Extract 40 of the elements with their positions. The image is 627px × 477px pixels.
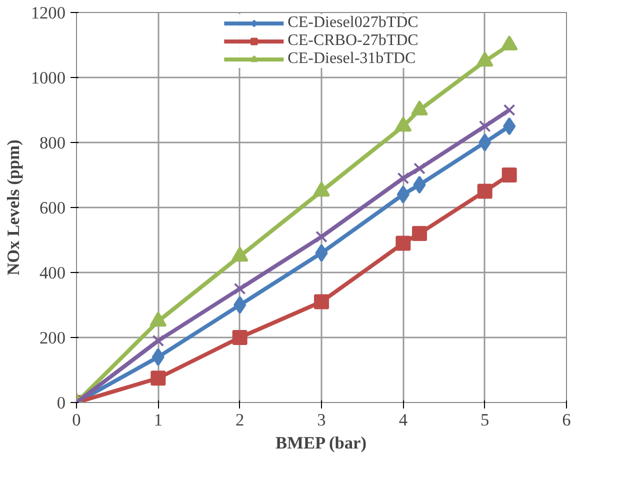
x-tick-label: 2 — [236, 410, 244, 430]
x-axis-title: BMEP (bar) — [276, 434, 367, 452]
point — [478, 120, 491, 132]
legend-label: CE-Diesel-31bTDC — [288, 50, 416, 68]
x-tick-label: 0 — [72, 410, 81, 430]
point — [477, 184, 492, 199]
point — [413, 176, 426, 194]
x-tick-label: 6 — [562, 410, 572, 430]
point — [152, 334, 164, 347]
y-tick-label: 600 — [40, 198, 66, 218]
y-axis-title: NOx Levels (ppm) — [4, 139, 23, 276]
y-tick-label: 200 — [40, 328, 66, 348]
legend-label: CE-CRBO-27bTDC — [288, 32, 418, 50]
legend-label: CE-Diesel027bTDC — [288, 14, 418, 32]
point — [502, 168, 517, 182]
point — [232, 330, 248, 345]
point — [315, 244, 328, 262]
point — [234, 282, 246, 295]
x-tick-label: 1 — [154, 410, 163, 430]
x-tick-label: 3 — [317, 410, 326, 430]
point — [478, 134, 492, 152]
y-tick-label: 400 — [40, 264, 66, 282]
y-tick-label: 0 — [56, 394, 66, 412]
point — [396, 186, 410, 204]
y-tick-label: 1200 — [30, 4, 66, 22]
point — [314, 294, 329, 310]
x-tick-label: 4 — [398, 410, 408, 430]
point — [414, 162, 426, 174]
point — [152, 348, 164, 366]
point — [397, 172, 410, 184]
x-tick-label: 5 — [480, 410, 490, 430]
point — [503, 117, 516, 136]
point — [316, 230, 328, 243]
point — [396, 236, 411, 251]
point — [503, 104, 516, 116]
y-tick-label: 800 — [40, 134, 66, 152]
point — [412, 226, 427, 241]
point — [234, 296, 246, 314]
y-tick-label: 1000 — [30, 68, 66, 88]
point — [150, 370, 166, 386]
